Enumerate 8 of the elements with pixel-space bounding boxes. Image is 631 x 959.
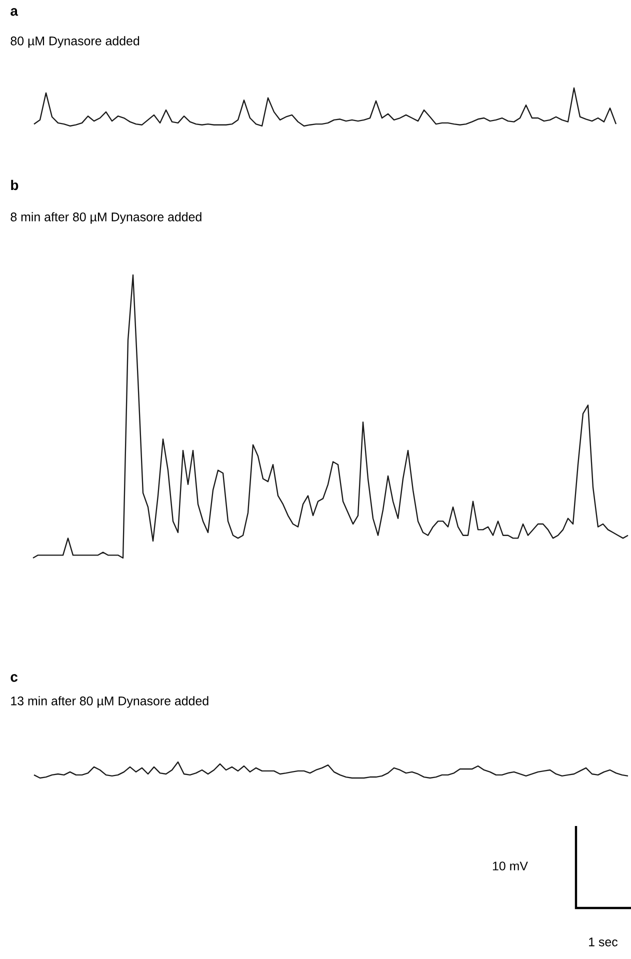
chart-subtitle: 8 min after 80 µM Dynasore added bbox=[10, 212, 202, 224]
chart-title: a bbox=[10, 8, 18, 16]
chart-title: c bbox=[10, 674, 18, 682]
chart-subtitle: 13 min after 80 µM Dynasore added bbox=[11, 696, 208, 708]
text: 1 sec bbox=[589, 938, 618, 946]
chart-subtitle: 80 µM Dynasore added bbox=[10, 36, 140, 48]
text: 10 mV bbox=[492, 862, 528, 870]
chart-title: b bbox=[11, 180, 18, 190]
